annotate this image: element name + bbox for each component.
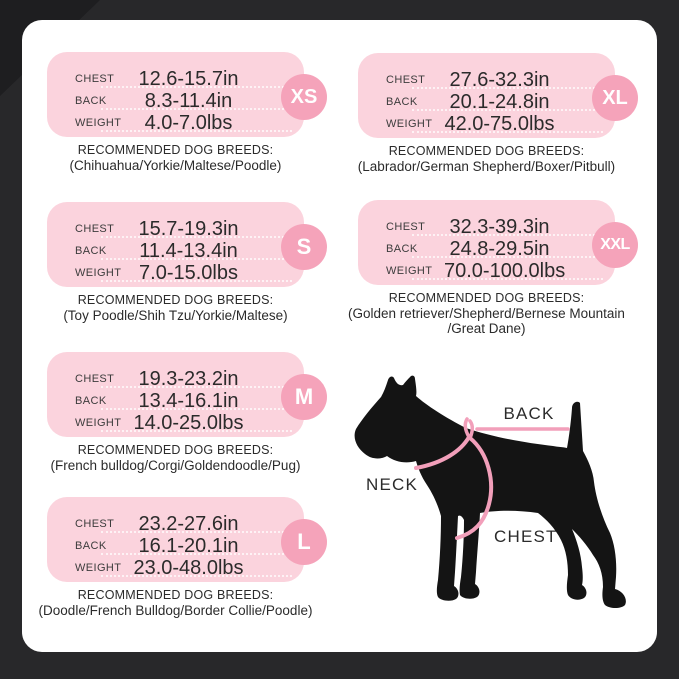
weight-value: 4.0-7.0lbs — [144, 111, 233, 134]
chest-value: 23.2-27.6in — [138, 512, 239, 535]
weight-row: WEIGHT 14.0-25.0lbs — [47, 412, 304, 434]
size-card-m: CHEST 19.3-23.2in BACK 13.4-16.1in WEIGH… — [47, 352, 327, 473]
back-label: BACK — [75, 395, 107, 407]
breeds-list: (French bulldog/Corgi/Goldendoodle/Pug) — [50, 458, 301, 473]
size-badge-xs: XS — [281, 74, 327, 120]
breeds-block: RECOMMENDED DOG BREEDS: (Chihuahua/Yorki… — [11, 143, 341, 173]
back-label: BACK — [386, 243, 418, 255]
chest-label: CHEST — [386, 74, 426, 86]
breeds-block: RECOMMENDED DOG BREEDS: (Toy Poodle/Shih… — [11, 293, 341, 323]
breeds-list: (Chihuahua/Yorkie/Maltese/Poodle) — [69, 158, 282, 173]
weight-label: WEIGHT — [386, 265, 433, 277]
back-row: BACK 20.1-24.8in — [358, 91, 615, 113]
breeds-block: RECOMMENDED DOG BREEDS: (French bulldog/… — [11, 443, 341, 473]
size-card-xxl: CHEST 32.3-39.3in BACK 24.8-29.5in WEIGH… — [348, 200, 638, 336]
weight-label: WEIGHT — [386, 118, 433, 130]
chest-strap-line — [455, 436, 494, 540]
diagram-chest-label: CHEST — [494, 527, 558, 546]
chest-value: 27.6-32.3in — [449, 68, 550, 91]
breeds-block: RECOMMENDED DOG BREEDS: (Golden retrieve… — [322, 291, 652, 336]
breeds-title: RECOMMENDED DOG BREEDS: — [77, 143, 274, 157]
chest-label: CHEST — [75, 373, 115, 385]
size-card-l: CHEST 23.2-27.6in BACK 16.1-20.1in WEIGH… — [39, 497, 327, 618]
measurement-panel: CHEST 27.6-32.3in BACK 20.1-24.8in WEIGH… — [358, 53, 638, 138]
weight-value: 14.0-25.0lbs — [133, 411, 244, 434]
chest-label: CHEST — [75, 223, 115, 235]
size-badge-xl: XL — [592, 75, 638, 121]
chest-row: CHEST 32.3-39.3in — [358, 216, 615, 238]
chest-value: 12.6-15.7in — [138, 67, 239, 90]
back-row: BACK 11.4-13.4in — [47, 240, 304, 262]
measurement-panel: CHEST 12.6-15.7in BACK 8.3-11.4in WEIGHT… — [47, 52, 327, 137]
diagram-neck-label: NECK — [366, 475, 419, 494]
weight-row: WEIGHT 70.0-100.0lbs — [358, 260, 615, 282]
weight-label: WEIGHT — [75, 562, 122, 574]
chest-value: 32.3-39.3in — [449, 215, 550, 238]
breeds-title: RECOMMENDED DOG BREEDS: — [388, 291, 585, 305]
measurement-panel: CHEST 23.2-27.6in BACK 16.1-20.1in WEIGH… — [47, 497, 327, 582]
weight-row: WEIGHT 7.0-15.0lbs — [47, 262, 304, 284]
chest-row: CHEST 19.3-23.2in — [47, 368, 304, 390]
back-row: BACK 16.1-20.1in — [47, 535, 304, 557]
back-value: 13.4-16.1in — [138, 389, 239, 412]
size-card-s: CHEST 15.7-19.3in BACK 11.4-13.4in WEIGH… — [47, 202, 327, 323]
dog-diagram-illustration — [354, 375, 626, 608]
weight-row: WEIGHT 23.0-48.0lbs — [47, 557, 304, 579]
back-value: 11.4-13.4in — [139, 239, 238, 262]
size-card-xl: CHEST 27.6-32.3in BACK 20.1-24.8in WEIGH… — [358, 53, 638, 174]
back-row: BACK 13.4-16.1in — [47, 390, 304, 412]
weight-row: WEIGHT 42.0-75.0lbs — [358, 113, 615, 135]
back-row: BACK 24.8-29.5in — [358, 238, 615, 260]
size-badge-s: S — [281, 224, 327, 270]
breeds-list: (Toy Poodle/Shih Tzu/Yorkie/Maltese) — [63, 308, 288, 323]
breeds-block: RECOMMENDED DOG BREEDS: (Doodle/French B… — [11, 588, 341, 618]
back-value: 20.1-24.8in — [449, 90, 550, 113]
chest-strap-curl — [468, 419, 474, 440]
weight-value: 42.0-75.0lbs — [444, 112, 555, 135]
back-value: 24.8-29.5in — [449, 237, 550, 260]
back-label: BACK — [386, 96, 418, 108]
neck-strap-curl — [463, 417, 471, 439]
size-card-xs: CHEST 12.6-15.7in BACK 8.3-11.4in WEIGHT… — [47, 52, 327, 173]
breeds-title: RECOMMENDED DOG BREEDS: — [388, 144, 585, 158]
weight-label: WEIGHT — [75, 267, 122, 279]
chest-value: 15.7-19.3in — [138, 217, 239, 240]
chest-row: CHEST 12.6-15.7in — [47, 68, 304, 90]
back-label: BACK — [75, 95, 107, 107]
diagram-back-label: BACK — [503, 404, 555, 423]
measurement-panel: CHEST 32.3-39.3in BACK 24.8-29.5in WEIGH… — [358, 200, 638, 285]
back-label: BACK — [75, 245, 107, 257]
breeds-list: (Golden retriever/Shepherd/Bernese Mount… — [348, 306, 625, 336]
chest-row: CHEST 15.7-19.3in — [47, 218, 304, 240]
back-label: BACK — [75, 540, 107, 552]
weight-row: WEIGHT 4.0-7.0lbs — [47, 112, 304, 134]
size-badge-l: L — [281, 519, 327, 565]
breeds-list: (Doodle/French Bulldog/Border Collie/Poo… — [38, 603, 313, 618]
back-value: 16.1-20.1in — [138, 534, 239, 557]
weight-label: WEIGHT — [75, 117, 122, 129]
back-value: 8.3-11.4in — [144, 89, 233, 112]
weight-value: 23.0-48.0lbs — [133, 556, 244, 579]
measurement-panel: CHEST 19.3-23.2in BACK 13.4-16.1in WEIGH… — [47, 352, 327, 437]
breeds-title: RECOMMENDED DOG BREEDS: — [77, 588, 274, 602]
breeds-title: RECOMMENDED DOG BREEDS: — [77, 443, 274, 457]
weight-value: 70.0-100.0lbs — [444, 259, 566, 282]
breeds-block: RECOMMENDED DOG BREEDS: (Labrador/German… — [322, 144, 652, 174]
chest-value: 19.3-23.2in — [138, 367, 239, 390]
chest-label: CHEST — [386, 221, 426, 233]
back-row: BACK 8.3-11.4in — [47, 90, 304, 112]
breeds-title: RECOMMENDED DOG BREEDS: — [77, 293, 274, 307]
weight-label: WEIGHT — [75, 417, 122, 429]
weight-value: 7.0-15.0lbs — [139, 261, 238, 284]
measurement-panel: CHEST 15.7-19.3in BACK 11.4-13.4in WEIGH… — [47, 202, 327, 287]
size-badge-m: M — [281, 374, 327, 420]
breeds-list: (Labrador/German Shepherd/Boxer/Pitbull) — [357, 159, 616, 174]
size-badge-xxl: XXL — [592, 222, 638, 268]
chest-row: CHEST 23.2-27.6in — [47, 513, 304, 535]
chest-row: CHEST 27.6-32.3in — [358, 69, 615, 91]
chest-label: CHEST — [75, 73, 115, 85]
chest-label: CHEST — [75, 518, 115, 530]
neck-strap-line — [414, 435, 471, 470]
